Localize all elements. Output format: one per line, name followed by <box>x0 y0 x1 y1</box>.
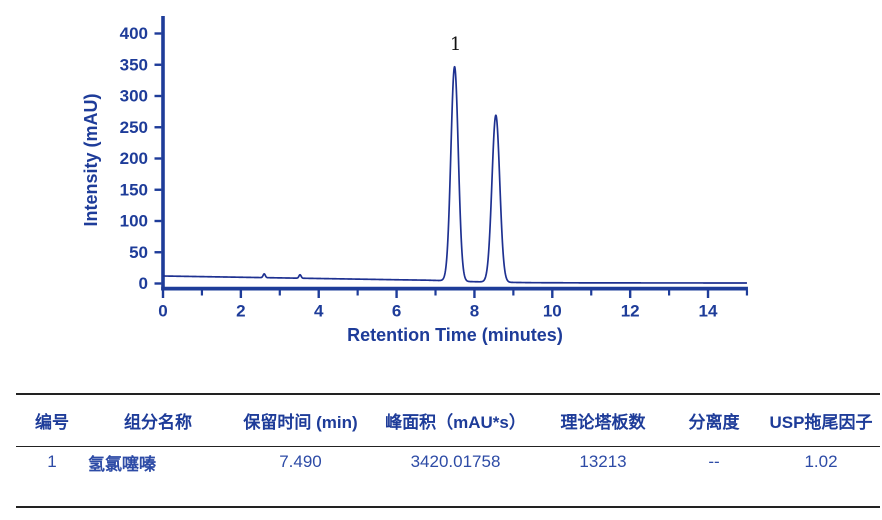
x-tick-label: 6 <box>392 302 401 321</box>
cell-plates: 13213 <box>579 452 627 471</box>
y-tick-label: 200 <box>120 149 148 168</box>
y-tick-label: 50 <box>129 243 148 262</box>
cell-component: 氢氯噻嗪 <box>88 454 156 474</box>
column-header-resolution: 分离度 <box>688 412 740 432</box>
chromatogram-plot: 0 50 100 150 200 250 300 350 400 0 2 4 6 8 10 12 14 Reten… <box>81 16 749 345</box>
column-header-peak-area: 峰面积（mAU*s） <box>385 412 526 432</box>
cell-retention: 7.490 <box>279 452 322 471</box>
cell-resolution: -- <box>708 452 720 471</box>
y-axis-title: Intensity (mAU) <box>81 93 101 226</box>
cell-peak-area: 3420.01758 <box>410 452 501 471</box>
table-header-row: 编号 组分名称 保留时间 (min) 峰面积（mAU*s） 理论塔板数 分离度 … <box>16 397 882 443</box>
column-header-usp-tailing: USP拖尾因子 <box>769 412 873 432</box>
table-bottom-border <box>16 506 880 508</box>
column-header-retention: 保留时间 (min) <box>243 412 358 432</box>
x-axis-title: Retention Time (minutes) <box>347 325 563 345</box>
x-tick-label: 12 <box>621 302 640 321</box>
y-tick-label: 150 <box>120 180 148 199</box>
cell-peak-number: 1 <box>47 452 57 471</box>
y-tick-label: 300 <box>120 87 148 106</box>
column-header-peak-number: 编号 <box>35 412 69 432</box>
peak-1-annotation: 1 <box>450 34 461 55</box>
x-tick-label: 10 <box>543 302 562 321</box>
column-header-component: 组分名称 <box>124 412 192 432</box>
table-top-border <box>16 393 880 395</box>
y-tick-label: 0 <box>139 274 148 293</box>
x-tick-label: 8 <box>470 302 479 321</box>
chromatogram-trace <box>162 65 748 284</box>
column-header-plates: 理论塔板数 <box>560 412 646 432</box>
table-header-separator <box>16 446 880 447</box>
x-tick-label: 0 <box>158 302 167 321</box>
x-tick-label: 14 <box>699 302 718 321</box>
table-row: 1 氢氯噻嗪 7.490 3420.01758 13213 -- 1.02 <box>16 449 882 475</box>
y-tick-label: 400 <box>120 24 148 43</box>
cell-usp-tailing: 1.02 <box>804 452 838 471</box>
y-tick-label: 350 <box>120 55 148 74</box>
y-tick-label: 100 <box>120 212 148 231</box>
x-tick-label: 2 <box>236 302 245 321</box>
x-tick-label: 4 <box>314 302 324 321</box>
y-tick-label: 250 <box>120 118 148 137</box>
